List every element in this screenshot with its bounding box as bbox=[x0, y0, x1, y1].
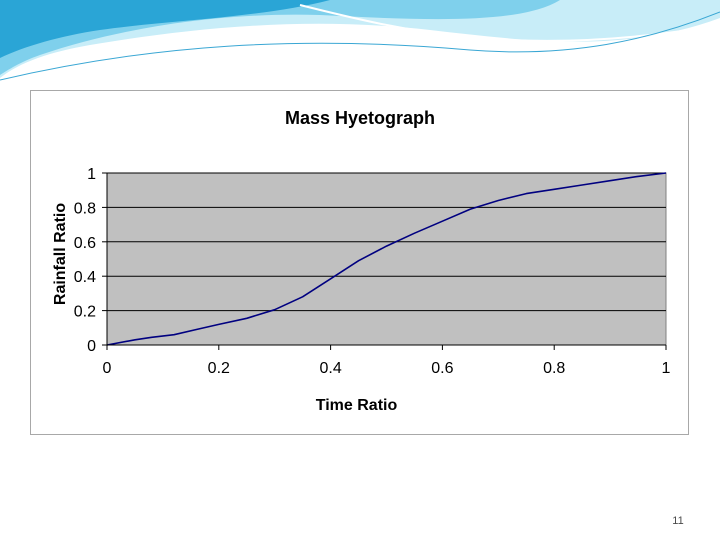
chart-title: Mass Hyetograph bbox=[285, 108, 435, 128]
x-tick-label-5: 1 bbox=[662, 360, 671, 377]
banner-thin-line bbox=[0, 11, 720, 81]
y-tick-label-2: 0.4 bbox=[74, 269, 96, 286]
x-tick-label-0: 0 bbox=[103, 360, 112, 377]
series-layer bbox=[106, 172, 667, 346]
x-tick-label-4: 0.8 bbox=[543, 360, 565, 377]
chart-frame: 0 0.2 0.4 0.6 0.8 1 0 0.2 0.4 0.6 0.8 1 Mass Hyetog… bbox=[30, 90, 689, 435]
slide-header-banner bbox=[0, 0, 720, 81]
x-axis-title: Time Ratio bbox=[316, 397, 398, 414]
x-tick-label-2: 0.4 bbox=[319, 360, 341, 377]
banner-wave-front bbox=[0, 0, 330, 58]
banner-highlight-stroke bbox=[299, 4, 720, 42]
y-tick-label-0: 0 bbox=[87, 338, 96, 355]
x-tick-label-1: 0.2 bbox=[208, 360, 230, 377]
y-tick-label-4: 0.8 bbox=[74, 200, 96, 217]
series-line-0 bbox=[106, 172, 667, 346]
y-tick-label-5: 1 bbox=[87, 166, 96, 183]
tick-labels: 0 0.2 0.4 0.6 0.8 1 0 0.2 0.4 0.6 0.8 1 bbox=[74, 166, 671, 377]
y-axis-title: Rainfall Ratio bbox=[52, 203, 69, 305]
plot-area bbox=[106, 172, 667, 346]
x-tick-label-3: 0.6 bbox=[431, 360, 453, 377]
slide-page-number: 11 bbox=[672, 515, 684, 527]
y-tick-label-1: 0.2 bbox=[74, 304, 96, 321]
axes bbox=[102, 172, 667, 350]
mass-hyetograph-chart: 0 0.2 0.4 0.6 0.8 1 0 0.2 0.4 0.6 0.8 1 Mass Hyetog… bbox=[52, 108, 671, 414]
y-tick-label-3: 0.6 bbox=[74, 235, 96, 252]
